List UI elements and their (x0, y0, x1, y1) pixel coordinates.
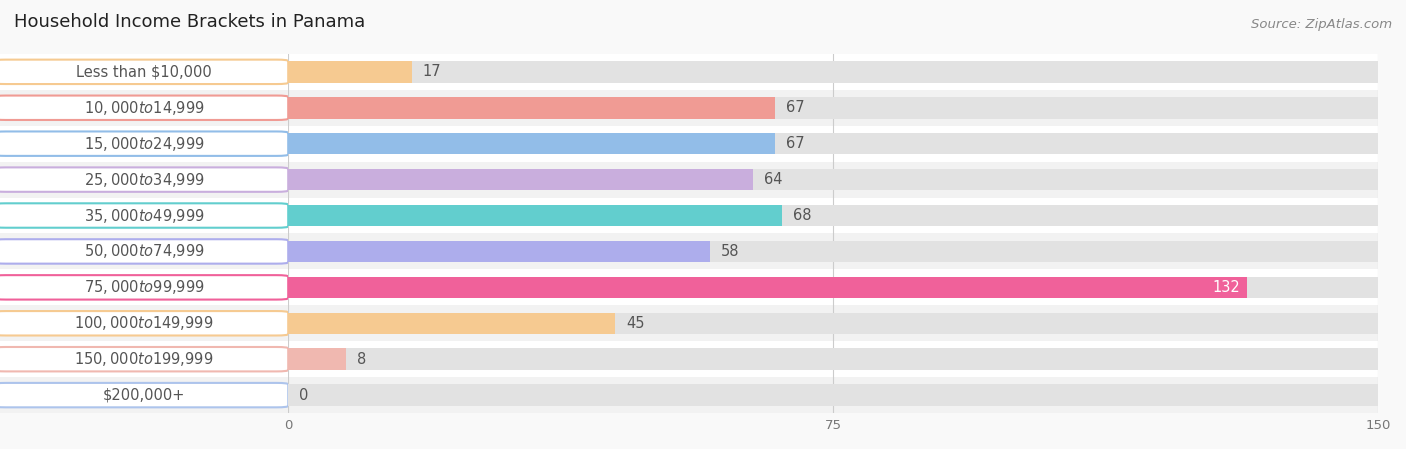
Bar (288, 233, 1378, 269)
Bar (0, 198, 288, 233)
Bar (288, 97, 775, 119)
Text: 132: 132 (1212, 280, 1240, 295)
Bar (288, 277, 1247, 298)
Bar (288, 61, 412, 83)
Text: 64: 64 (763, 172, 783, 187)
Bar (288, 348, 346, 370)
Bar (288, 205, 1378, 226)
Bar (0, 377, 288, 413)
Bar (288, 377, 1378, 413)
Bar (288, 205, 782, 226)
Text: 17: 17 (423, 64, 441, 79)
Bar (288, 133, 775, 154)
Bar (288, 162, 1378, 198)
FancyBboxPatch shape (0, 60, 288, 84)
Bar (0, 233, 288, 269)
Bar (288, 305, 1378, 341)
Bar (288, 313, 616, 334)
Text: $200,000+: $200,000+ (103, 387, 186, 403)
Text: $75,000 to $99,999: $75,000 to $99,999 (84, 278, 204, 296)
Bar (0, 269, 288, 305)
FancyBboxPatch shape (0, 203, 288, 228)
FancyBboxPatch shape (0, 132, 288, 156)
Bar (288, 269, 1378, 305)
Bar (0, 305, 288, 341)
FancyBboxPatch shape (0, 239, 288, 264)
Text: 67: 67 (786, 136, 804, 151)
Bar (288, 54, 1378, 90)
Bar (288, 277, 1378, 298)
Bar (288, 241, 710, 262)
Bar (288, 313, 1378, 334)
Text: $50,000 to $74,999: $50,000 to $74,999 (84, 242, 204, 260)
Text: Less than $10,000: Less than $10,000 (76, 64, 212, 79)
FancyBboxPatch shape (0, 167, 288, 192)
FancyBboxPatch shape (0, 347, 288, 371)
Bar (288, 348, 1378, 370)
Bar (288, 169, 754, 190)
Bar (0, 162, 288, 198)
Text: 68: 68 (793, 208, 811, 223)
Text: $35,000 to $49,999: $35,000 to $49,999 (84, 207, 204, 224)
FancyBboxPatch shape (0, 96, 288, 120)
Text: Household Income Brackets in Panama: Household Income Brackets in Panama (14, 13, 366, 31)
Bar (0, 90, 288, 126)
Text: Source: ZipAtlas.com: Source: ZipAtlas.com (1251, 18, 1392, 31)
Bar (288, 90, 1378, 126)
Text: $15,000 to $24,999: $15,000 to $24,999 (84, 135, 204, 153)
Bar (288, 241, 1378, 262)
Text: 58: 58 (720, 244, 740, 259)
Bar (288, 169, 1378, 190)
Text: 8: 8 (357, 352, 367, 367)
Text: $100,000 to $149,999: $100,000 to $149,999 (75, 314, 214, 332)
FancyBboxPatch shape (0, 311, 288, 335)
Bar (288, 61, 1378, 83)
Text: 45: 45 (626, 316, 644, 331)
Bar (0, 126, 288, 162)
Bar (288, 126, 1378, 162)
Bar (288, 133, 1378, 154)
Bar (0, 341, 288, 377)
Text: $10,000 to $14,999: $10,000 to $14,999 (84, 99, 204, 117)
Bar (288, 384, 1378, 406)
Bar (288, 97, 1378, 119)
Bar (0, 54, 288, 90)
FancyBboxPatch shape (0, 383, 288, 407)
Text: $25,000 to $34,999: $25,000 to $34,999 (84, 171, 204, 189)
Bar (288, 341, 1378, 377)
FancyBboxPatch shape (0, 275, 288, 299)
Bar (288, 198, 1378, 233)
Text: 0: 0 (299, 387, 308, 403)
Text: $150,000 to $199,999: $150,000 to $199,999 (75, 350, 214, 368)
Text: 67: 67 (786, 100, 804, 115)
